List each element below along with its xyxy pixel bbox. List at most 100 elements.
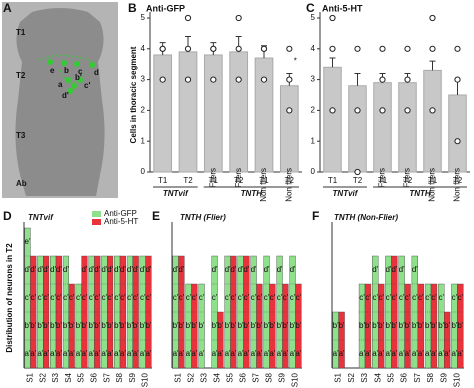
- segment-label: a': [81, 349, 87, 358]
- segment-label: c': [418, 293, 424, 302]
- segment-label: c': [270, 293, 276, 302]
- segment-label: c': [452, 293, 458, 302]
- segment-label: c': [140, 293, 146, 302]
- segment-label: a': [94, 349, 100, 358]
- x-tick-label: S10: [291, 372, 300, 387]
- bar: [282, 283, 289, 369]
- segment-label: b': [339, 321, 345, 330]
- segment-label: d': [173, 265, 179, 274]
- segment-label: c': [283, 293, 289, 302]
- bar: [203, 54, 223, 173]
- segment-label: d': [37, 265, 43, 274]
- segment-label: a': [405, 349, 411, 358]
- segment-label: c': [372, 293, 378, 302]
- segment-label: b': [412, 321, 418, 330]
- segment-label: a': [295, 349, 301, 358]
- segment-label: b': [43, 321, 49, 330]
- bar: [279, 85, 299, 173]
- segment-label: a': [339, 349, 345, 358]
- segment-label: a': [243, 349, 249, 358]
- segment-label: c': [127, 293, 133, 302]
- x-tick-label: T2: [453, 176, 463, 185]
- x-tick-label: T1: [209, 176, 219, 185]
- dot: [71, 83, 77, 89]
- segment-label: b': [372, 321, 378, 330]
- segment-label: b': [251, 321, 257, 330]
- segment-label: d': [225, 265, 231, 274]
- segment-label: d': [385, 265, 391, 274]
- segment-label: b': [243, 321, 249, 330]
- segment-label: b': [418, 321, 424, 330]
- segment-label: a': [418, 349, 424, 358]
- dot: [47, 59, 53, 65]
- segment-label: d': [238, 265, 244, 274]
- segment-label: a': [385, 349, 391, 358]
- dot: [65, 77, 71, 83]
- x-tick-label: S7: [252, 372, 261, 382]
- chart-title: TNTvif: [28, 213, 54, 222]
- data-point: [184, 45, 192, 52]
- segment-label: c': [173, 293, 179, 302]
- legend-swatch: [92, 211, 101, 217]
- data-point: [354, 107, 361, 114]
- x-tick-label: S6: [239, 372, 248, 382]
- segment-label: a': [50, 349, 56, 358]
- segment-label: d': [50, 265, 56, 274]
- segment-label: b': [264, 321, 270, 330]
- segment-label: d': [25, 265, 31, 274]
- y-tick-label: 5: [311, 13, 316, 22]
- segment-label: b': [282, 321, 288, 330]
- segment-label: a': [199, 349, 205, 358]
- x-tick-label: S8: [115, 372, 124, 382]
- segment-label: d': [89, 265, 95, 274]
- segment-label: d': [178, 265, 184, 274]
- segment-label: c': [120, 293, 126, 302]
- bar: [398, 82, 417, 173]
- segment-label: b': [451, 321, 457, 330]
- data-point: [429, 107, 436, 114]
- segment-label: b': [230, 321, 236, 330]
- segment-label: b': [101, 321, 107, 330]
- x-tick-label: T1: [328, 176, 338, 185]
- segment-label: c': [238, 293, 244, 302]
- x-tick-label: S7: [413, 372, 422, 382]
- dot-label: c': [84, 81, 90, 90]
- segment-label: a': [212, 349, 218, 358]
- error-bar: [329, 57, 336, 68]
- segment-label: b': [217, 321, 223, 330]
- segment-label: b': [114, 321, 120, 330]
- chart-title: TNTH (Non-Flier): [334, 213, 398, 222]
- segment-label: b': [391, 321, 397, 330]
- x-tick-label: T2: [285, 176, 295, 185]
- error-bar: [354, 72, 361, 86]
- x-tick-label: S8: [426, 372, 435, 382]
- segment-label: c': [133, 293, 139, 302]
- segment-label: b': [225, 321, 231, 330]
- segment-label: a': [372, 349, 378, 358]
- data-point: [379, 45, 386, 52]
- segment-label: d': [107, 265, 113, 274]
- segment-label: a': [76, 349, 82, 358]
- x-tick-label: S4: [213, 372, 222, 382]
- segment-label: T1: [16, 28, 26, 37]
- segment-label: c': [277, 293, 283, 302]
- segment-label: d': [56, 265, 62, 274]
- segment-label: a': [256, 349, 262, 358]
- x-tick-label: S6: [400, 372, 409, 382]
- panel-letter: D: [3, 209, 12, 223]
- data-point: [329, 45, 336, 52]
- segment-label: a': [378, 349, 384, 358]
- dot-label: b': [75, 73, 82, 82]
- y-tick-label: 2: [311, 106, 316, 115]
- data-point: [260, 76, 268, 83]
- x-tick-label: S2: [38, 372, 47, 382]
- segment-label: b': [191, 321, 197, 330]
- panel-letter: E: [152, 209, 160, 223]
- segment-label: a': [264, 349, 270, 358]
- x-tick-label: S1: [26, 372, 35, 382]
- segment-label: d': [391, 265, 397, 274]
- neuron-dots: [47, 59, 95, 94]
- x-tick-label: S3: [360, 372, 369, 382]
- dot-label: d': [62, 91, 69, 100]
- segment-label: c': [31, 293, 37, 302]
